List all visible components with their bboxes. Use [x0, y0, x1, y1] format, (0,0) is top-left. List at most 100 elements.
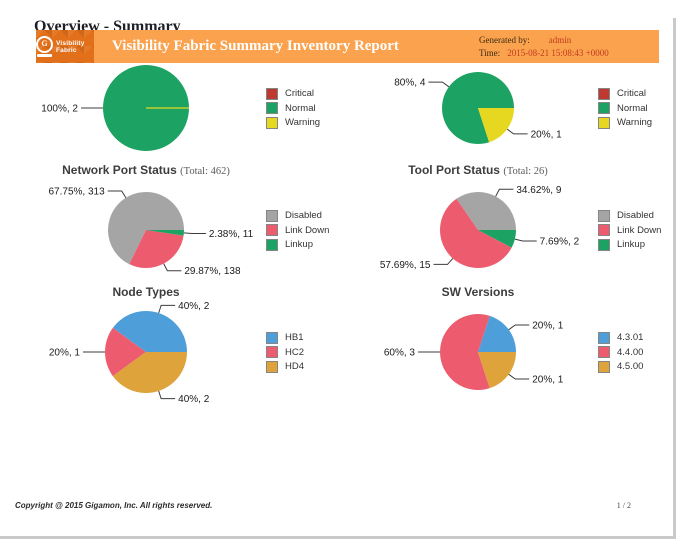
- chart-network-port-status: Network Port Status (Total: 462) 67.75%,…: [28, 163, 360, 283]
- legend-item-Disabled: Disabled: [598, 209, 661, 222]
- chart-title-text: Network Port Status: [62, 163, 177, 177]
- pie-slice-Linkup: [478, 230, 516, 248]
- legend-swatch-icon: [266, 360, 278, 373]
- pie-chart-tool-port-status: 34.62%, 9 57.69%, 15 7.69%, 2: [380, 185, 580, 271]
- legend-label: Warning: [617, 117, 653, 128]
- legend-item-Critical: Critical: [598, 87, 652, 100]
- legend-swatch-icon: [266, 209, 278, 222]
- legend: HB1 HC2 HD4: [266, 329, 304, 375]
- pie-chart-node-types: 40%, 2 20%, 1 40%, 2: [49, 301, 210, 405]
- pie-slice-Warning: [478, 108, 514, 143]
- chart-body: 67.75%, 313 29.87%, 138 2.38%, 11 Disabled…: [28, 178, 360, 282]
- legend-label: Critical: [617, 88, 647, 99]
- legend-item-Warning: Warning: [598, 116, 653, 129]
- pie-label-HD4: 40%, 2: [178, 394, 210, 405]
- label-leader-line: [428, 81, 450, 88]
- legend-label: Disabled: [285, 210, 322, 221]
- chart-title-text: Node Types: [112, 285, 180, 299]
- generated-by-value: admin: [548, 34, 572, 45]
- pie-label-4.5.00: 20%, 1: [532, 375, 564, 386]
- chart-body: 100%, 2 Critical Normal Warning: [28, 56, 360, 160]
- legend-swatch-icon: [266, 331, 278, 344]
- legend-label: HC2: [285, 346, 305, 358]
- legend-swatch-icon: [266, 346, 278, 358]
- legend-swatch-icon: [598, 87, 610, 100]
- legend-swatch-icon: [266, 238, 278, 251]
- legend-swatch-icon: [266, 102, 278, 114]
- gigamon-logo-block: G Visibility Fabric: [36, 30, 94, 63]
- legend: 4.3.01 4.4.00 4.5.00: [598, 329, 643, 375]
- pie-slice-Linkup: [146, 230, 184, 236]
- label-leader-line: [433, 258, 454, 265]
- legend-swatch-icon: [598, 224, 610, 236]
- time-row: Time: 2015-08-21 15:08:43 +0000: [479, 47, 651, 60]
- pie-label-HB1: 40%, 2: [178, 301, 210, 312]
- legend-item-Warning: Warning: [266, 116, 321, 129]
- legend: Disabled Link Down Linkup: [598, 207, 661, 253]
- legend-label: HB1: [285, 332, 304, 343]
- label-leader-line: [495, 188, 514, 197]
- footer-copyright: Copyright @ 2015 Gigamon, Inc. All right…: [15, 501, 213, 510]
- legend-label: Normal: [617, 102, 648, 114]
- label-leader-line: [508, 324, 530, 331]
- pie-chart-sw-versions: 20%, 1 60%, 3 20%, 1: [384, 314, 564, 390]
- chart-body: 40%, 2 20%, 1 40%, 2 HB1 HC2 HD4: [28, 300, 360, 405]
- legend-item-Normal: Normal: [266, 102, 320, 114]
- pie-label-Disabled: 67.75%, 313: [48, 186, 105, 197]
- legend-item-Disabled: Disabled: [266, 209, 329, 222]
- legend-item-Linkup: Linkup: [266, 238, 329, 251]
- legend-label: Link Down: [617, 224, 662, 236]
- chart-title: Network Port Status (Total: 462): [28, 163, 264, 178]
- legend-swatch-icon: [266, 87, 278, 100]
- pie-slice-4.3.01: [478, 315, 516, 352]
- label-leader-line: [158, 304, 176, 314]
- legend-item-Critical: Critical: [266, 87, 320, 100]
- legend-item-4.3.01: 4.3.01: [598, 331, 643, 344]
- pie-label-4.3.01: 20%, 1: [532, 320, 564, 331]
- gigamon-wordmark-bar: [37, 54, 52, 57]
- pie-chart-network-port-status: 67.75%, 313 29.87%, 138 2.38%, 11: [48, 186, 253, 277]
- pie-slice-HD4: [112, 352, 187, 393]
- report-header: G Visibility Fabric Visibility Fabric Su…: [36, 30, 659, 63]
- chart-sw-versions: SW Versions 20%, 1 60%, 3 20%, 1 4.3.01 4.4…: [360, 285, 676, 405]
- chart-title-text: Tool Port Status: [408, 163, 500, 177]
- pie-label-Link Down: 29.87%, 138: [184, 266, 241, 277]
- chart-body: 20%, 1 60%, 3 20%, 1 4.3.01 4.4.00 4.5.00: [360, 300, 676, 404]
- time-label: Time:: [479, 47, 501, 58]
- chart-total-label: (Total: 462): [180, 166, 230, 177]
- pie-slice-HC2: [105, 327, 146, 377]
- generated-by-label: Generated by:: [479, 34, 530, 45]
- legend-swatch-icon: [598, 116, 610, 129]
- label-leader-line: [163, 263, 182, 272]
- legend-label: Warning: [285, 117, 321, 128]
- pie-label-Normal: 100%, 2: [41, 104, 78, 115]
- pie-label-Warning: 20%, 1: [531, 129, 563, 140]
- legend-label: Normal: [285, 102, 316, 114]
- label-leader-line: [183, 232, 206, 234]
- label-leader-line: [107, 190, 127, 199]
- legend-label: Disabled: [617, 210, 654, 221]
- report-page: G Visibility Fabric Visibility Fabric Su…: [0, 18, 676, 539]
- pie-slice-Link Down: [440, 198, 512, 268]
- label-leader-line: [514, 238, 537, 242]
- chart-title: Node Types: [28, 285, 264, 300]
- brand-label: Visibility Fabric: [56, 39, 85, 54]
- page-number: 1 / 2: [616, 501, 631, 510]
- legend: Critical Normal Warning: [598, 85, 652, 131]
- legend: Critical Normal Warning: [266, 85, 320, 131]
- legend-item-Link Down: Link Down: [598, 224, 661, 236]
- gigamon-logo-icon: G: [36, 36, 53, 57]
- pie-slice-4.4.00: [440, 314, 490, 390]
- pie-slice-Disabled: [108, 192, 184, 265]
- legend: Disabled Link Down Linkup: [266, 207, 329, 253]
- gigamon-monogram: G: [36, 36, 53, 53]
- chart-title-text: SW Versions: [441, 285, 515, 299]
- chart-tool-port-status: Tool Port Status (Total: 26) 34.62%, 9 57…: [360, 163, 676, 283]
- pie-label-Normal: 80%, 4: [394, 78, 426, 89]
- label-leader-line: [506, 128, 528, 135]
- legend-item-Linkup: Linkup: [598, 238, 661, 251]
- legend-swatch-icon: [598, 238, 610, 251]
- pie-label-4.4.00: 60%, 3: [384, 348, 416, 359]
- chart-body: 34.62%, 9 57.69%, 15 7.69%, 2 Disabled Link…: [360, 178, 676, 282]
- pie-slice-HB1: [112, 311, 187, 352]
